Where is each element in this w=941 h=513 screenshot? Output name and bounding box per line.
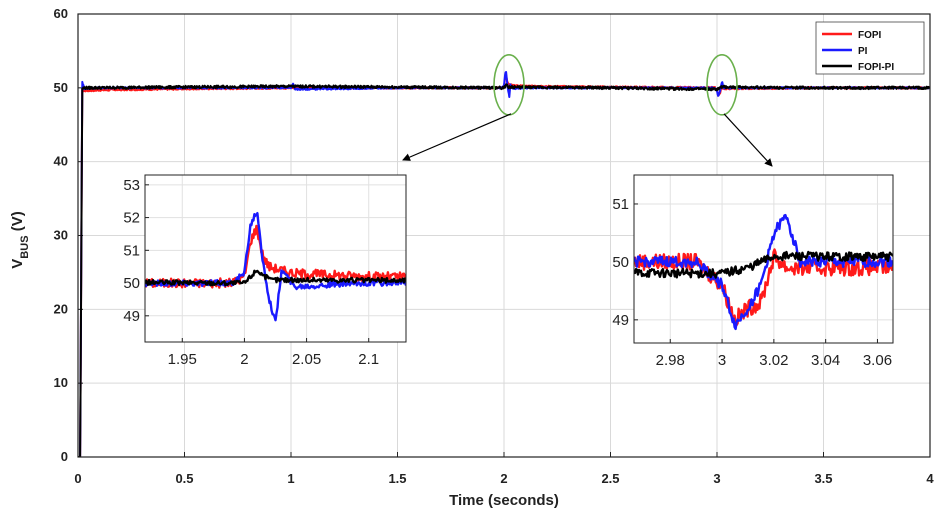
inset-x-tick-label: 2.05	[292, 351, 321, 368]
zoom-arrow	[723, 113, 773, 167]
legend-label-pi: PI	[858, 46, 868, 57]
inset-x-tick-label: 2.1	[358, 351, 379, 368]
inset-1-series-group	[145, 212, 406, 322]
inset-1: 1.95 2 2.05 2.1 49 50 51 52 53	[123, 174, 407, 368]
x-tick-label: 3	[713, 471, 720, 486]
y-axis-label-main: V	[9, 259, 26, 269]
x-tick-label: 2	[500, 471, 507, 486]
inset-2-series-group	[634, 213, 893, 331]
x-axis-label: Time (seconds)	[449, 492, 559, 509]
inset-2-tick-labels: 2.98 3 3.02 3.04 3.06 49 50 51	[612, 196, 892, 369]
legend: FOPI PI FOPI-PI	[815, 21, 925, 75]
y-tick-label: 10	[54, 375, 68, 390]
inset-x-tick-label: 3	[718, 352, 726, 369]
inset-y-tick-label: 49	[612, 312, 629, 329]
main-plot-frame	[77, 13, 931, 458]
x-tick-label: 1.5	[388, 471, 406, 486]
inset-2: 2.98 3 3.02 3.04 3.06 49 50 51	[612, 174, 894, 369]
series-line-fopi-pi	[78, 83, 930, 457]
inset-x-tick-label: 3.02	[759, 352, 788, 369]
inset-x-tick-label: 2.98	[656, 352, 685, 369]
inset-y-tick-label: 51	[123, 242, 140, 259]
x-tick-label: 1	[287, 471, 294, 486]
inset-y-tick-label: 50	[612, 254, 629, 271]
y-axis-label-sub: BUS	[19, 235, 31, 258]
inset-x-tick-label: 3.04	[811, 352, 840, 369]
inset-2-frame	[633, 174, 894, 344]
y-tick-label: 50	[54, 80, 68, 95]
zoom-arrows	[402, 113, 773, 167]
x-tick-label: 3.5	[814, 471, 832, 486]
inset-y-tick-label: 49	[123, 308, 140, 325]
y-axis-label-unit: (V)	[9, 211, 26, 235]
inset-y-tick-label: 50	[123, 275, 140, 292]
inset-series-line-fopi-pi	[634, 250, 893, 279]
y-tick-label: 60	[54, 6, 68, 21]
zoom-arrow	[402, 113, 512, 161]
y-tick-label: 20	[54, 301, 68, 316]
inset-x-tick-label: 3.06	[863, 352, 892, 369]
inset-y-tick-label: 51	[612, 196, 629, 213]
x-tick-label: 2.5	[601, 471, 619, 486]
main-series-group	[78, 71, 930, 457]
x-tick-label: 0	[74, 471, 81, 486]
x-tick-label: 4	[926, 471, 934, 486]
inset-y-tick-label: 52	[123, 210, 140, 227]
legend-label-fopi-pi: FOPI-PI	[858, 62, 894, 73]
y-tick-label: 0	[61, 449, 68, 464]
inset-1-tick-labels: 1.95 2 2.05 2.1 49 50 51 52 53	[123, 177, 379, 368]
inset-series-line-fopi-pi	[145, 269, 406, 287]
inset-1-frame	[144, 174, 407, 343]
legend-label-fopi: FOPI	[858, 30, 882, 41]
inset-series-line-pi	[634, 213, 893, 331]
y-tick-label: 30	[54, 228, 68, 243]
inset-y-tick-label: 53	[123, 177, 140, 194]
inset-x-tick-label: 1.95	[168, 351, 197, 368]
x-tick-label: 0.5	[175, 471, 193, 486]
zoom-highlight-ellipse	[706, 54, 738, 116]
y-tick-label: 40	[54, 154, 68, 169]
inset-x-tick-label: 2	[240, 351, 248, 368]
y-axis-label: VBUS (V)	[9, 211, 31, 268]
